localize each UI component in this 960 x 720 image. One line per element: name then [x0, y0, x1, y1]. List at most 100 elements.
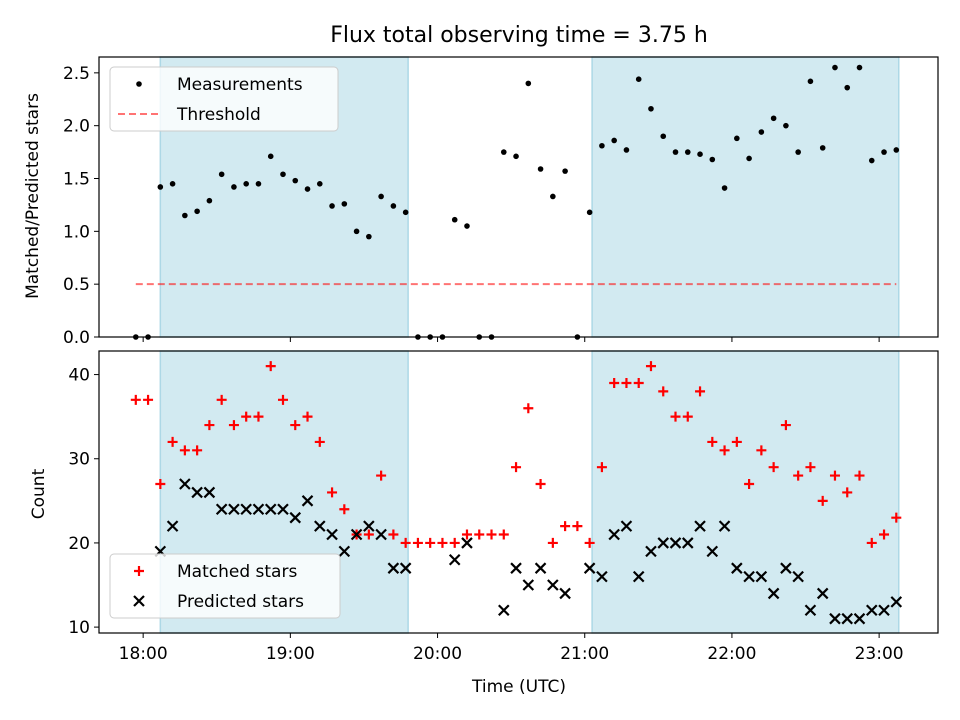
- bottom-matched-stars-point-40: [621, 377, 632, 388]
- bottom-predicted-stars-point-6: [228, 503, 240, 516]
- x-tick-label-3: 21:00: [560, 644, 609, 664]
- x-tick-label-0: 18:00: [119, 644, 168, 664]
- bottom-matched-stars-point-58: [842, 487, 853, 498]
- legend-matched-marker: [134, 566, 144, 576]
- bottom-y-axis-label: Count: [29, 468, 49, 519]
- bottom-y-tick-label-1: 20: [68, 534, 90, 554]
- bottom-legend-box: [109, 553, 341, 619]
- top-measurements-point-50: [746, 155, 752, 162]
- bottom-predicted-stars-point-18: [375, 528, 387, 541]
- bottom-predicted-stars-point-16: [350, 528, 363, 541]
- chart-title: Flux total observing time = 3.75 h: [330, 23, 708, 48]
- bottom-predicted-stars-point-1: [166, 520, 179, 532]
- bottom-predicted-stars-point-41: [731, 562, 743, 574]
- top-measurements-point-22: [402, 209, 409, 216]
- top-measurements-point-32: [525, 80, 532, 87]
- bottom-matched-stars-point-28: [474, 529, 485, 540]
- bottom-predicted-stars-point-17: [363, 520, 375, 532]
- top-measurements-point-2: [157, 184, 164, 190]
- top-y-tick-label-2: 1.0: [63, 222, 90, 242]
- bottom-matched-stars-point-3: [167, 436, 178, 447]
- top-shaded-span-1: [591, 56, 900, 338]
- top-measurements-point-52: [770, 115, 777, 122]
- bottom-predicted-stars-point-47: [804, 604, 817, 617]
- top-measurements-point-27: [464, 223, 470, 229]
- bottom-matched-stars-point-4: [179, 445, 190, 456]
- bottom-predicted-stars-point-27: [547, 579, 559, 591]
- bottom-y-tick-label-2: 30: [68, 450, 90, 470]
- top-measurements-point-9: [243, 180, 249, 187]
- top-measurements-point-40: [623, 147, 630, 153]
- top-measurements-point-53: [783, 122, 789, 129]
- bottom-predicted-stars-point-42: [743, 570, 755, 583]
- bottom-legend-label-0: Matched stars: [177, 562, 297, 582]
- top-measurements-point-43: [660, 133, 667, 140]
- bottom-predicted-stars-point-8: [252, 503, 265, 516]
- top-measurements-point-38: [599, 142, 605, 149]
- bottom-shaded-span-1: [591, 350, 900, 634]
- top-measurements-point-57: [832, 64, 838, 71]
- x-tick-label-5: 23:00: [855, 644, 904, 664]
- bottom-matched-stars-point-16: [327, 487, 338, 498]
- bottom-panel: 10 20 30 40 18:00 19:00 20:00 21:00 22:00 23:00 Ma…: [68, 350, 939, 664]
- bottom-matched-stars-point-48: [719, 445, 730, 456]
- top-y-tick-label-1: 0.5: [63, 275, 90, 295]
- bottom-predicted-stars-point-34: [645, 545, 657, 558]
- bottom-matched-stars-point-32: [523, 403, 534, 414]
- bottom-matched-stars-point-56: [817, 495, 828, 506]
- bottom-predicted-stars-point-48: [816, 587, 829, 600]
- bottom-predicted-stars-point-43: [755, 570, 768, 583]
- bottom-predicted-stars-point-26: [534, 562, 547, 574]
- top-measurements-point-4: [182, 212, 188, 219]
- top-measurements-point-8: [231, 184, 237, 190]
- bottom-matched-stars-point-26: [449, 537, 460, 548]
- top-measurements-point-30: [500, 149, 507, 155]
- top-y-axis-label: Matched/Predicted stars: [23, 93, 43, 299]
- bottom-matched-stars-point-52: [768, 462, 779, 473]
- bottom-predicted-stars-point-50: [841, 612, 854, 625]
- top-measurements-point-31: [513, 153, 519, 160]
- bottom-matched-stars-point-57: [829, 470, 840, 481]
- top-y-tick-label-0: 0.0: [63, 328, 90, 348]
- x-tick-label-2: 20:00: [413, 644, 462, 664]
- bottom-matched-stars-point-54: [793, 470, 804, 481]
- bottom-matched-stars-point-62: [891, 512, 902, 523]
- bottom-predicted-stars-point-33: [632, 570, 645, 583]
- bottom-predicted-stars-point-44: [767, 587, 780, 600]
- top-measurements-point-18: [353, 228, 360, 235]
- bottom-matched-stars-point-9: [241, 411, 252, 422]
- bottom-matched-stars-point-23: [412, 537, 423, 548]
- bottom-matched-stars-point-7: [216, 394, 227, 405]
- top-measurements-point-62: [893, 147, 900, 153]
- bottom-predicted-stars-point-12: [301, 495, 314, 507]
- bottom-matched-stars-point-29: [486, 529, 497, 540]
- bottom-matched-stars-point-51: [756, 445, 767, 456]
- bottom-matched-stars-point-19: [363, 529, 374, 540]
- bottom-predicted-stars-point-52: [865, 604, 878, 617]
- top-measurements-point-41: [635, 76, 642, 82]
- x-tick-label-4: 22:00: [707, 644, 756, 664]
- bottom-matched-stars-point-17: [339, 504, 350, 515]
- top-measurements-point-45: [684, 149, 691, 155]
- bottom-predicted-stars-point-49: [829, 612, 841, 625]
- bottom-matched-stars-point-22: [400, 537, 411, 548]
- top-measurements-point-37: [586, 209, 593, 216]
- bottom-predicted-stars-point-30: [596, 570, 608, 583]
- top-measurements-point-33: [537, 166, 544, 172]
- bottom-matched-stars-point-24: [425, 537, 436, 548]
- bottom-predicted-stars-point-2: [179, 478, 191, 490]
- bottom-matched-stars-point-25: [437, 537, 448, 548]
- bottom-predicted-stars-point-36: [669, 537, 682, 549]
- bottom-y-tick-label-3: 40: [68, 366, 90, 386]
- bottom-matched-stars-point-34: [547, 537, 558, 548]
- bottom-predicted-stars-point-51: [853, 612, 866, 625]
- top-y-tick-label-4: 2.0: [63, 117, 90, 137]
- bottom-matched-stars-point-49: [731, 436, 742, 447]
- bottom-predicted-stars-point-28: [559, 587, 571, 600]
- bottom-matched-stars-point-0: [130, 394, 141, 405]
- top-y-tick-label-5: 2.5: [63, 64, 90, 84]
- bottom-matched-stars-point-61: [879, 529, 890, 540]
- top-measurements-point-54: [795, 149, 801, 155]
- bottom-matched-stars-point-36: [572, 521, 583, 532]
